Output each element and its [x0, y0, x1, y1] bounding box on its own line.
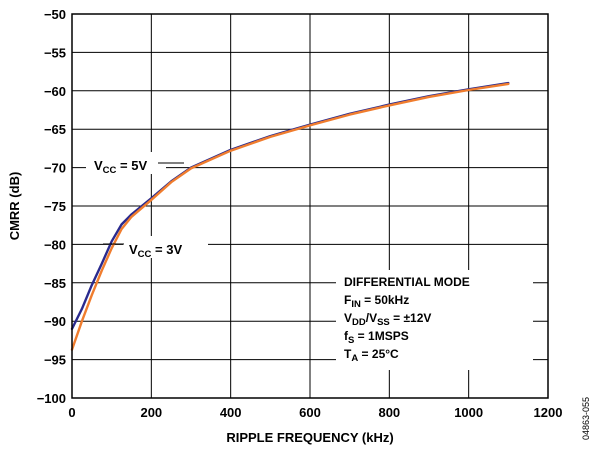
figure-id: 04863-055 — [581, 397, 591, 440]
y-tick-label: −70 — [44, 161, 66, 176]
y-tick-label: −95 — [44, 353, 66, 368]
x-tick-labels: 0 200 400 600 800 1000 1200 — [68, 405, 562, 420]
y-tick-label: −50 — [44, 7, 66, 22]
x-tick-label: 0 — [68, 405, 75, 420]
x-axis-title: RIPPLE FREQUENCY (kHz) — [226, 430, 393, 445]
x-tick-label: 800 — [378, 405, 400, 420]
y-tick-label: −80 — [44, 237, 66, 252]
x-tick-label: 1200 — [534, 405, 563, 420]
series-lines — [70, 81, 510, 351]
vcc5-label-bg — [86, 152, 166, 174]
y-tick-label: −65 — [44, 122, 66, 137]
condition-supply: VDD/VSS = ±12V — [344, 311, 431, 328]
x-tick-label: 400 — [220, 405, 242, 420]
series-line-vcc-3v — [70, 82, 510, 351]
x-tick-label: 600 — [299, 405, 321, 420]
x-tick-label: 1000 — [454, 405, 483, 420]
condition-fs: fS = 1MSPS — [344, 329, 409, 346]
condition-fin: FIN = 50kHz — [344, 293, 409, 310]
y-tick-labels: −50 −55 −60 −65 −70 −75 −80 −85 −90 −95 −100 — [37, 7, 66, 406]
conditions-block: DIFFERENTIAL MODE FIN = 50kHz VDD/VSS = … — [344, 275, 470, 364]
vcc3-label-bg — [123, 236, 208, 258]
vcc3-label: VCC = 3V — [129, 242, 182, 260]
y-tick-label: −75 — [44, 199, 66, 214]
condition-mode: DIFFERENTIAL MODE — [344, 275, 470, 289]
plot-frame — [71, 13, 549, 399]
y-tick-label: −90 — [44, 314, 66, 329]
y-tick-label: −55 — [44, 45, 66, 60]
y-tick-label: −60 — [44, 84, 66, 99]
y-tick-label: −100 — [37, 391, 66, 406]
x-tick-label: 200 — [140, 405, 162, 420]
vcc5-label: VCC = 5V — [94, 158, 147, 176]
condition-ta: TA = 25°C — [344, 347, 399, 364]
conditions-bg — [336, 270, 533, 370]
y-axis-title: CMRR (dB) — [7, 172, 22, 241]
y-tick-label: −85 — [44, 276, 66, 291]
